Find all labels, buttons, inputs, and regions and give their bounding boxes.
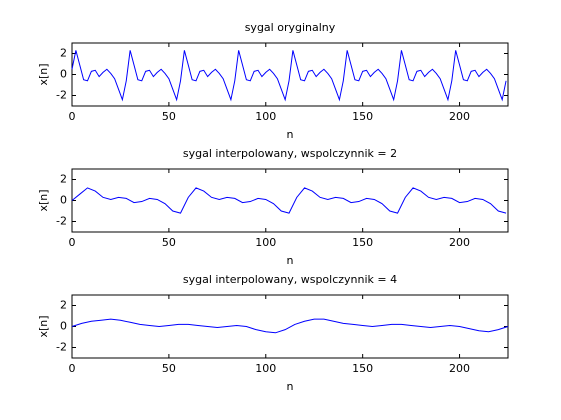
x-tick-label: 150 bbox=[352, 362, 373, 375]
x-tick-label: 100 bbox=[255, 236, 276, 249]
y-tick-label: 2 bbox=[60, 173, 67, 186]
x-tick-label: 200 bbox=[449, 110, 470, 123]
y-tick-label: 2 bbox=[60, 47, 67, 60]
y-tick-label: 0 bbox=[60, 194, 67, 207]
x-tick-label: 150 bbox=[352, 110, 373, 123]
x-tick-label: 0 bbox=[69, 236, 76, 249]
axes-box bbox=[71, 168, 509, 233]
x-tick-label: 0 bbox=[69, 110, 76, 123]
signal-line bbox=[71, 318, 509, 334]
x-tick-label: 100 bbox=[255, 110, 276, 123]
x-tick-label: 50 bbox=[162, 110, 176, 123]
x-tick-label: 0 bbox=[69, 362, 76, 375]
x-tick-label: 50 bbox=[162, 362, 176, 375]
chart-title: sygal interpolowany, wspolczynnik = 2 bbox=[183, 147, 397, 160]
x-axis-label: n bbox=[287, 380, 294, 393]
y-axis-label: x[n] bbox=[37, 63, 50, 85]
chart-title: sygal interpolowany, wspolczynnik = 4 bbox=[183, 273, 397, 286]
x-tick-label: 200 bbox=[449, 362, 470, 375]
y-tick-label: -2 bbox=[56, 215, 67, 228]
y-axis-label: x[n] bbox=[37, 315, 50, 337]
x-tick-label: 100 bbox=[255, 362, 276, 375]
x-tick-label: 50 bbox=[162, 236, 176, 249]
y-tick-label: 0 bbox=[60, 68, 67, 81]
y-tick-label: -2 bbox=[56, 341, 67, 354]
y-tick-label: 2 bbox=[60, 299, 67, 312]
y-tick-label: -2 bbox=[56, 89, 67, 102]
x-tick-label: 200 bbox=[449, 236, 470, 249]
x-axis-label: n bbox=[287, 254, 294, 267]
x-tick-label: 150 bbox=[352, 236, 373, 249]
signal-line bbox=[71, 50, 507, 102]
y-tick-label: 0 bbox=[60, 320, 67, 333]
y-axis-label: x[n] bbox=[37, 189, 50, 211]
x-axis-label: n bbox=[287, 128, 294, 141]
chart-title: sygal oryginalny bbox=[245, 21, 336, 34]
signal-line bbox=[71, 187, 507, 214]
